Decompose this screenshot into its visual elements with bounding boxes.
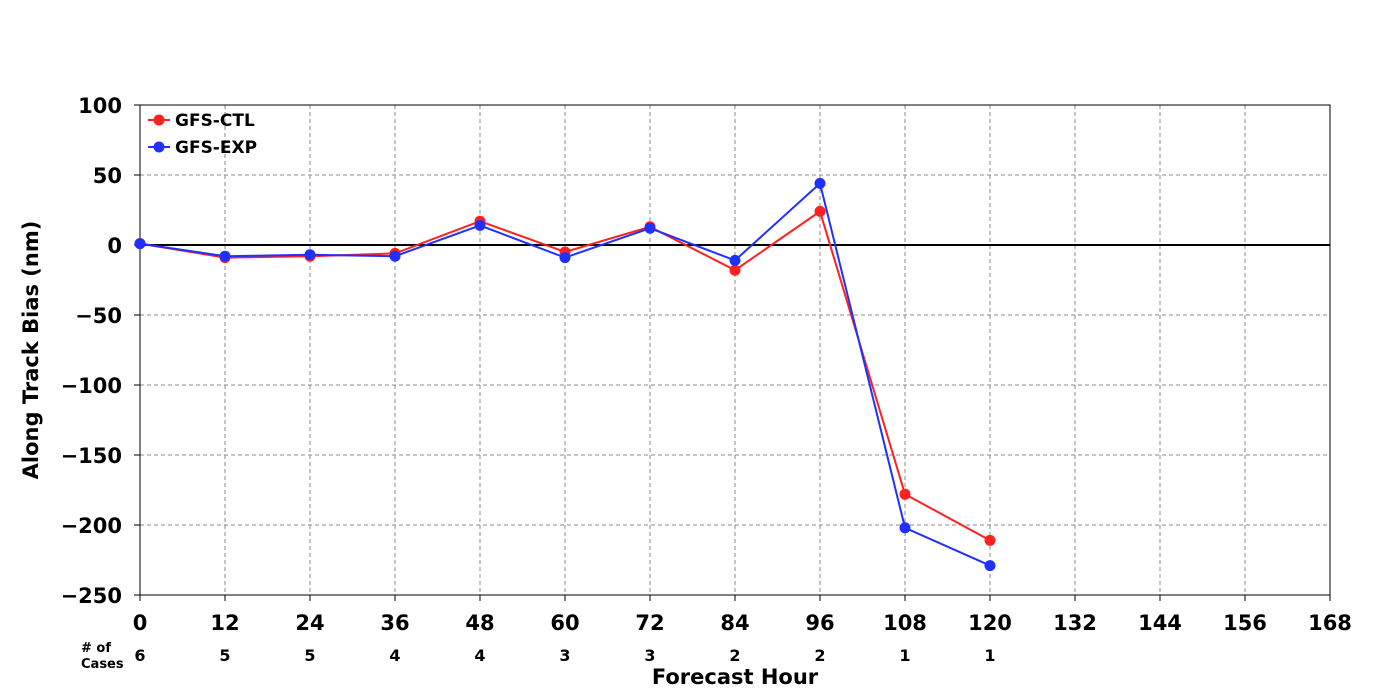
y-tick-label: 50 <box>93 164 122 188</box>
legend: GFS-CTL GFS-EXP <box>148 111 257 158</box>
data-point-gfs-exp <box>474 219 486 231</box>
y-tick-label: 100 <box>78 94 122 118</box>
y-tick-label: −50 <box>75 304 122 328</box>
data-point-gfs-exp <box>644 222 656 234</box>
case-count: 5 <box>304 646 315 665</box>
case-count: 2 <box>729 646 740 665</box>
data-point-gfs-exp <box>984 560 996 572</box>
case-count: 4 <box>474 646 485 665</box>
data-point-gfs-ctl <box>814 205 826 217</box>
x-tick-label: 168 <box>1308 611 1352 635</box>
data-point-gfs-exp <box>134 238 146 250</box>
case-count: 4 <box>389 646 400 665</box>
y-axis-title: Along Track Bias (nm) <box>19 221 43 480</box>
legend-swatch-marker <box>153 114 165 126</box>
x-tick-label: 132 <box>1053 611 1097 635</box>
data-point-gfs-exp <box>304 249 316 261</box>
data-point-gfs-exp <box>899 522 911 534</box>
legend-label: GFS-CTL <box>175 111 255 131</box>
x-tick-label: 72 <box>635 611 664 635</box>
x-tick-label: 36 <box>380 611 409 635</box>
case-count: 2 <box>814 646 825 665</box>
x-tick-label: 120 <box>968 611 1012 635</box>
y-tick-label: −200 <box>61 514 122 538</box>
x-axis-title: Forecast Hour <box>652 665 819 689</box>
data-point-gfs-exp <box>219 250 231 262</box>
data-point-gfs-exp <box>814 177 826 189</box>
x-tick-label: 84 <box>720 611 749 635</box>
case-count: 3 <box>644 646 655 665</box>
case-count: 6 <box>134 646 145 665</box>
data-point-gfs-exp <box>559 252 571 264</box>
x-tick-label: 0 <box>133 611 148 635</box>
x-tick-label: 48 <box>465 611 494 635</box>
x-tick-label: 96 <box>805 611 834 635</box>
case-count: 3 <box>559 646 570 665</box>
x-tick-label: 60 <box>550 611 579 635</box>
y-tick-label: −100 <box>61 374 122 398</box>
data-point-gfs-ctl <box>729 264 741 276</box>
x-tick-label: 24 <box>295 611 324 635</box>
cases-label-line1: # of <box>81 641 111 656</box>
cases-label-line2: Cases <box>81 657 124 672</box>
axis-ticks: 0 12 24 36 48 60 72 84 96 108 120 132 144 156 168 100 50… <box>61 94 1352 635</box>
legend-swatch-marker <box>153 141 165 153</box>
y-tick-label: 0 <box>107 234 122 258</box>
data-point-gfs-exp <box>729 254 741 266</box>
data-point-gfs-ctl <box>899 488 911 500</box>
series-layer <box>134 177 996 572</box>
grid <box>140 105 1330 595</box>
legend-label: GFS-EXP <box>175 138 257 158</box>
x-tick-label: 12 <box>210 611 239 635</box>
case-count: 1 <box>899 646 910 665</box>
y-tick-label: −150 <box>61 444 122 468</box>
data-point-gfs-ctl <box>984 534 996 546</box>
y-tick-label: −250 <box>61 584 122 608</box>
x-tick-label: 156 <box>1223 611 1267 635</box>
data-point-gfs-exp <box>389 250 401 262</box>
case-count: 1 <box>984 646 995 665</box>
case-count: 5 <box>219 646 230 665</box>
x-tick-label: 108 <box>883 611 927 635</box>
x-tick-label: 144 <box>1138 611 1182 635</box>
